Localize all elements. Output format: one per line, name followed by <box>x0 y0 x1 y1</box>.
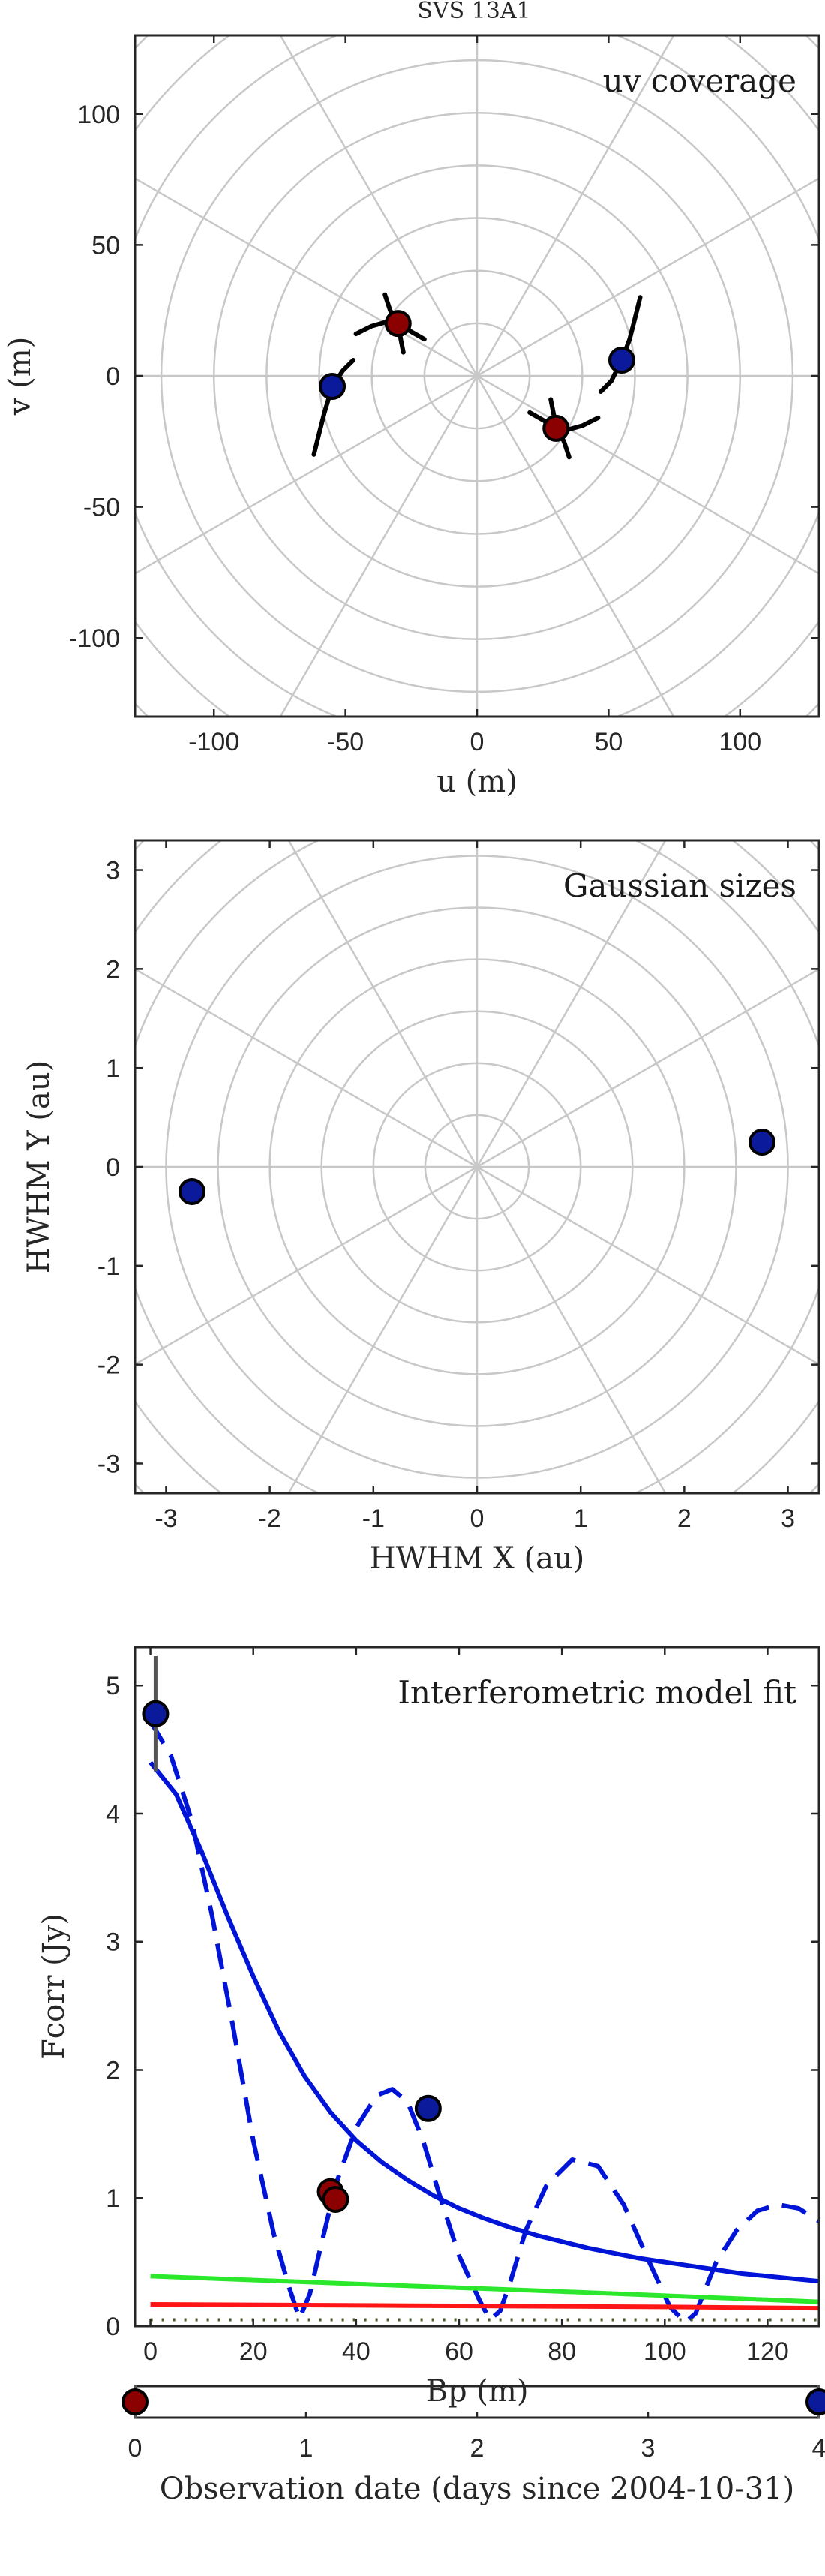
y-tick-label: 2 <box>106 955 120 984</box>
size-point <box>178 1177 206 1205</box>
y-tick-label: 1 <box>106 1054 120 1083</box>
grid-spoke <box>476 1165 819 1366</box>
uv-point <box>608 347 635 374</box>
axes-frame <box>134 1646 820 2328</box>
grid-spoke <box>135 374 478 575</box>
x-axis-label: u (m) <box>436 765 518 799</box>
fit-point <box>142 1700 170 1727</box>
model-curves <box>148 1720 819 2325</box>
x-tick-label: 2 <box>470 2434 484 2463</box>
y-tick-label: -50 <box>83 494 120 522</box>
date-point <box>806 2388 825 2415</box>
x-tick-label: -3 <box>154 1504 177 1533</box>
x-tick-label: 40 <box>342 2337 370 2366</box>
y-tick-label: 4 <box>106 1800 120 1829</box>
model-curve <box>150 2274 819 2304</box>
x-tick-label: -1 <box>362 1504 385 1533</box>
gaussian-sizes-panel: -3 -2 -1 0 1 2 3 -3 -2 -1 0 1 2 3 HWHM X (au) HWHM Y (a… <box>22 839 820 1576</box>
panel-annotation: Gaussian sizes <box>563 867 796 904</box>
x-tick-label: 60 <box>445 2337 473 2366</box>
model-curve <box>150 2302 819 2311</box>
grid-ring <box>135 35 819 717</box>
y-tick-label: 100 <box>77 101 120 129</box>
y-tick-label: 3 <box>106 857 120 885</box>
y-tick-label: -2 <box>98 1351 120 1380</box>
grid-spoke <box>287 840 478 1168</box>
x-tick-label: 2 <box>677 1504 692 1533</box>
x-tick-label: 4 <box>812 2434 825 2463</box>
uv-point <box>542 414 570 442</box>
y-axis-label: HWHM Y (au) <box>22 1060 56 1274</box>
y-tick-label: 2 <box>106 2056 120 2085</box>
uv-point <box>319 372 346 400</box>
x-tick-label: 120 <box>746 2337 789 2366</box>
x-tick-label: 80 <box>548 2337 576 2366</box>
x-axis-label: Observation date (days since 2004-10-31) <box>160 2472 795 2506</box>
model-curve <box>148 1760 819 2284</box>
x-tick-label: 0 <box>128 2434 142 2463</box>
grid-spoke <box>476 35 675 377</box>
fit-point <box>322 2185 350 2213</box>
x-tick-label: -100 <box>188 728 239 756</box>
x-tick-label: 100 <box>718 728 761 756</box>
panel-annotation: uv coverage <box>603 62 796 99</box>
polar-grid <box>135 35 819 717</box>
grid-spoke <box>287 1166 478 1493</box>
x-tick-label: 3 <box>641 2434 656 2463</box>
y-axis-label: Fcorr (Jy) <box>37 1913 71 2060</box>
figure-title: SVS 13A1 <box>417 0 530 24</box>
x-tick-label: 50 <box>594 728 622 756</box>
grid-ring <box>135 35 819 717</box>
y-tick-label: 50 <box>92 231 120 260</box>
y-tick-label: 0 <box>106 2313 120 2341</box>
observation-date-panel: 0 1 2 3 4 Observation date (days since 2004-1… <box>122 2385 825 2506</box>
y-tick-label: 0 <box>106 1153 120 1182</box>
grid-spoke <box>279 35 478 377</box>
grid-spoke <box>135 1165 478 1366</box>
grid-spoke <box>279 375 478 717</box>
x-tick-label: 20 <box>239 2337 268 2366</box>
y-axis-label: v (m) <box>3 337 38 416</box>
y-tick-label: -1 <box>98 1252 120 1281</box>
model-fit-panel: 0 20 40 60 80 100 120 0 1 2 3 4 5 Bp (m) Fcorr (Jy) Int… <box>37 1646 820 2409</box>
polar-grid <box>135 840 819 1493</box>
x-axis-label: Bp (m) <box>426 2374 529 2409</box>
grid-spoke <box>476 1166 667 1493</box>
x-tick-label: 3 <box>781 1504 795 1533</box>
y-tick-label: 0 <box>106 362 120 391</box>
x-axis-label: HWHM X (au) <box>370 1541 585 1576</box>
y-tick-label: 3 <box>106 1928 120 1957</box>
y-tick-label: -100 <box>69 624 120 653</box>
uv-point <box>384 310 412 338</box>
x-tick-label: -2 <box>259 1504 281 1533</box>
fit-point <box>414 2094 442 2122</box>
model-curve <box>148 1720 819 2325</box>
x-tick-label: 1 <box>574 1504 588 1533</box>
uv-coverage-panel: -100 -50 0 50 100 -100 -50 0 50 100 u (m) v (m) uv c… <box>3 34 820 799</box>
y-tick-label: 5 <box>106 1672 120 1700</box>
x-tick-label: 1 <box>299 2434 314 2463</box>
size-point <box>748 1129 776 1156</box>
grid-spoke <box>476 968 819 1168</box>
x-tick-label: 0 <box>143 2337 158 2366</box>
grid-spoke <box>476 375 675 717</box>
x-tick-label: 0 <box>470 1504 484 1533</box>
panel-annotation: Interferometric model fit <box>398 1674 796 1711</box>
grid-spoke <box>476 840 667 1168</box>
x-tick-label: -50 <box>327 728 364 756</box>
date-point <box>122 2388 148 2415</box>
y-tick-label: 1 <box>106 2184 120 2213</box>
x-tick-label: 0 <box>470 728 484 756</box>
uv-track <box>311 358 356 457</box>
grid-spoke <box>135 968 478 1168</box>
x-tick-label: 100 <box>644 2337 686 2366</box>
grid-spoke <box>476 177 819 377</box>
y-tick-label: -3 <box>98 1450 120 1478</box>
